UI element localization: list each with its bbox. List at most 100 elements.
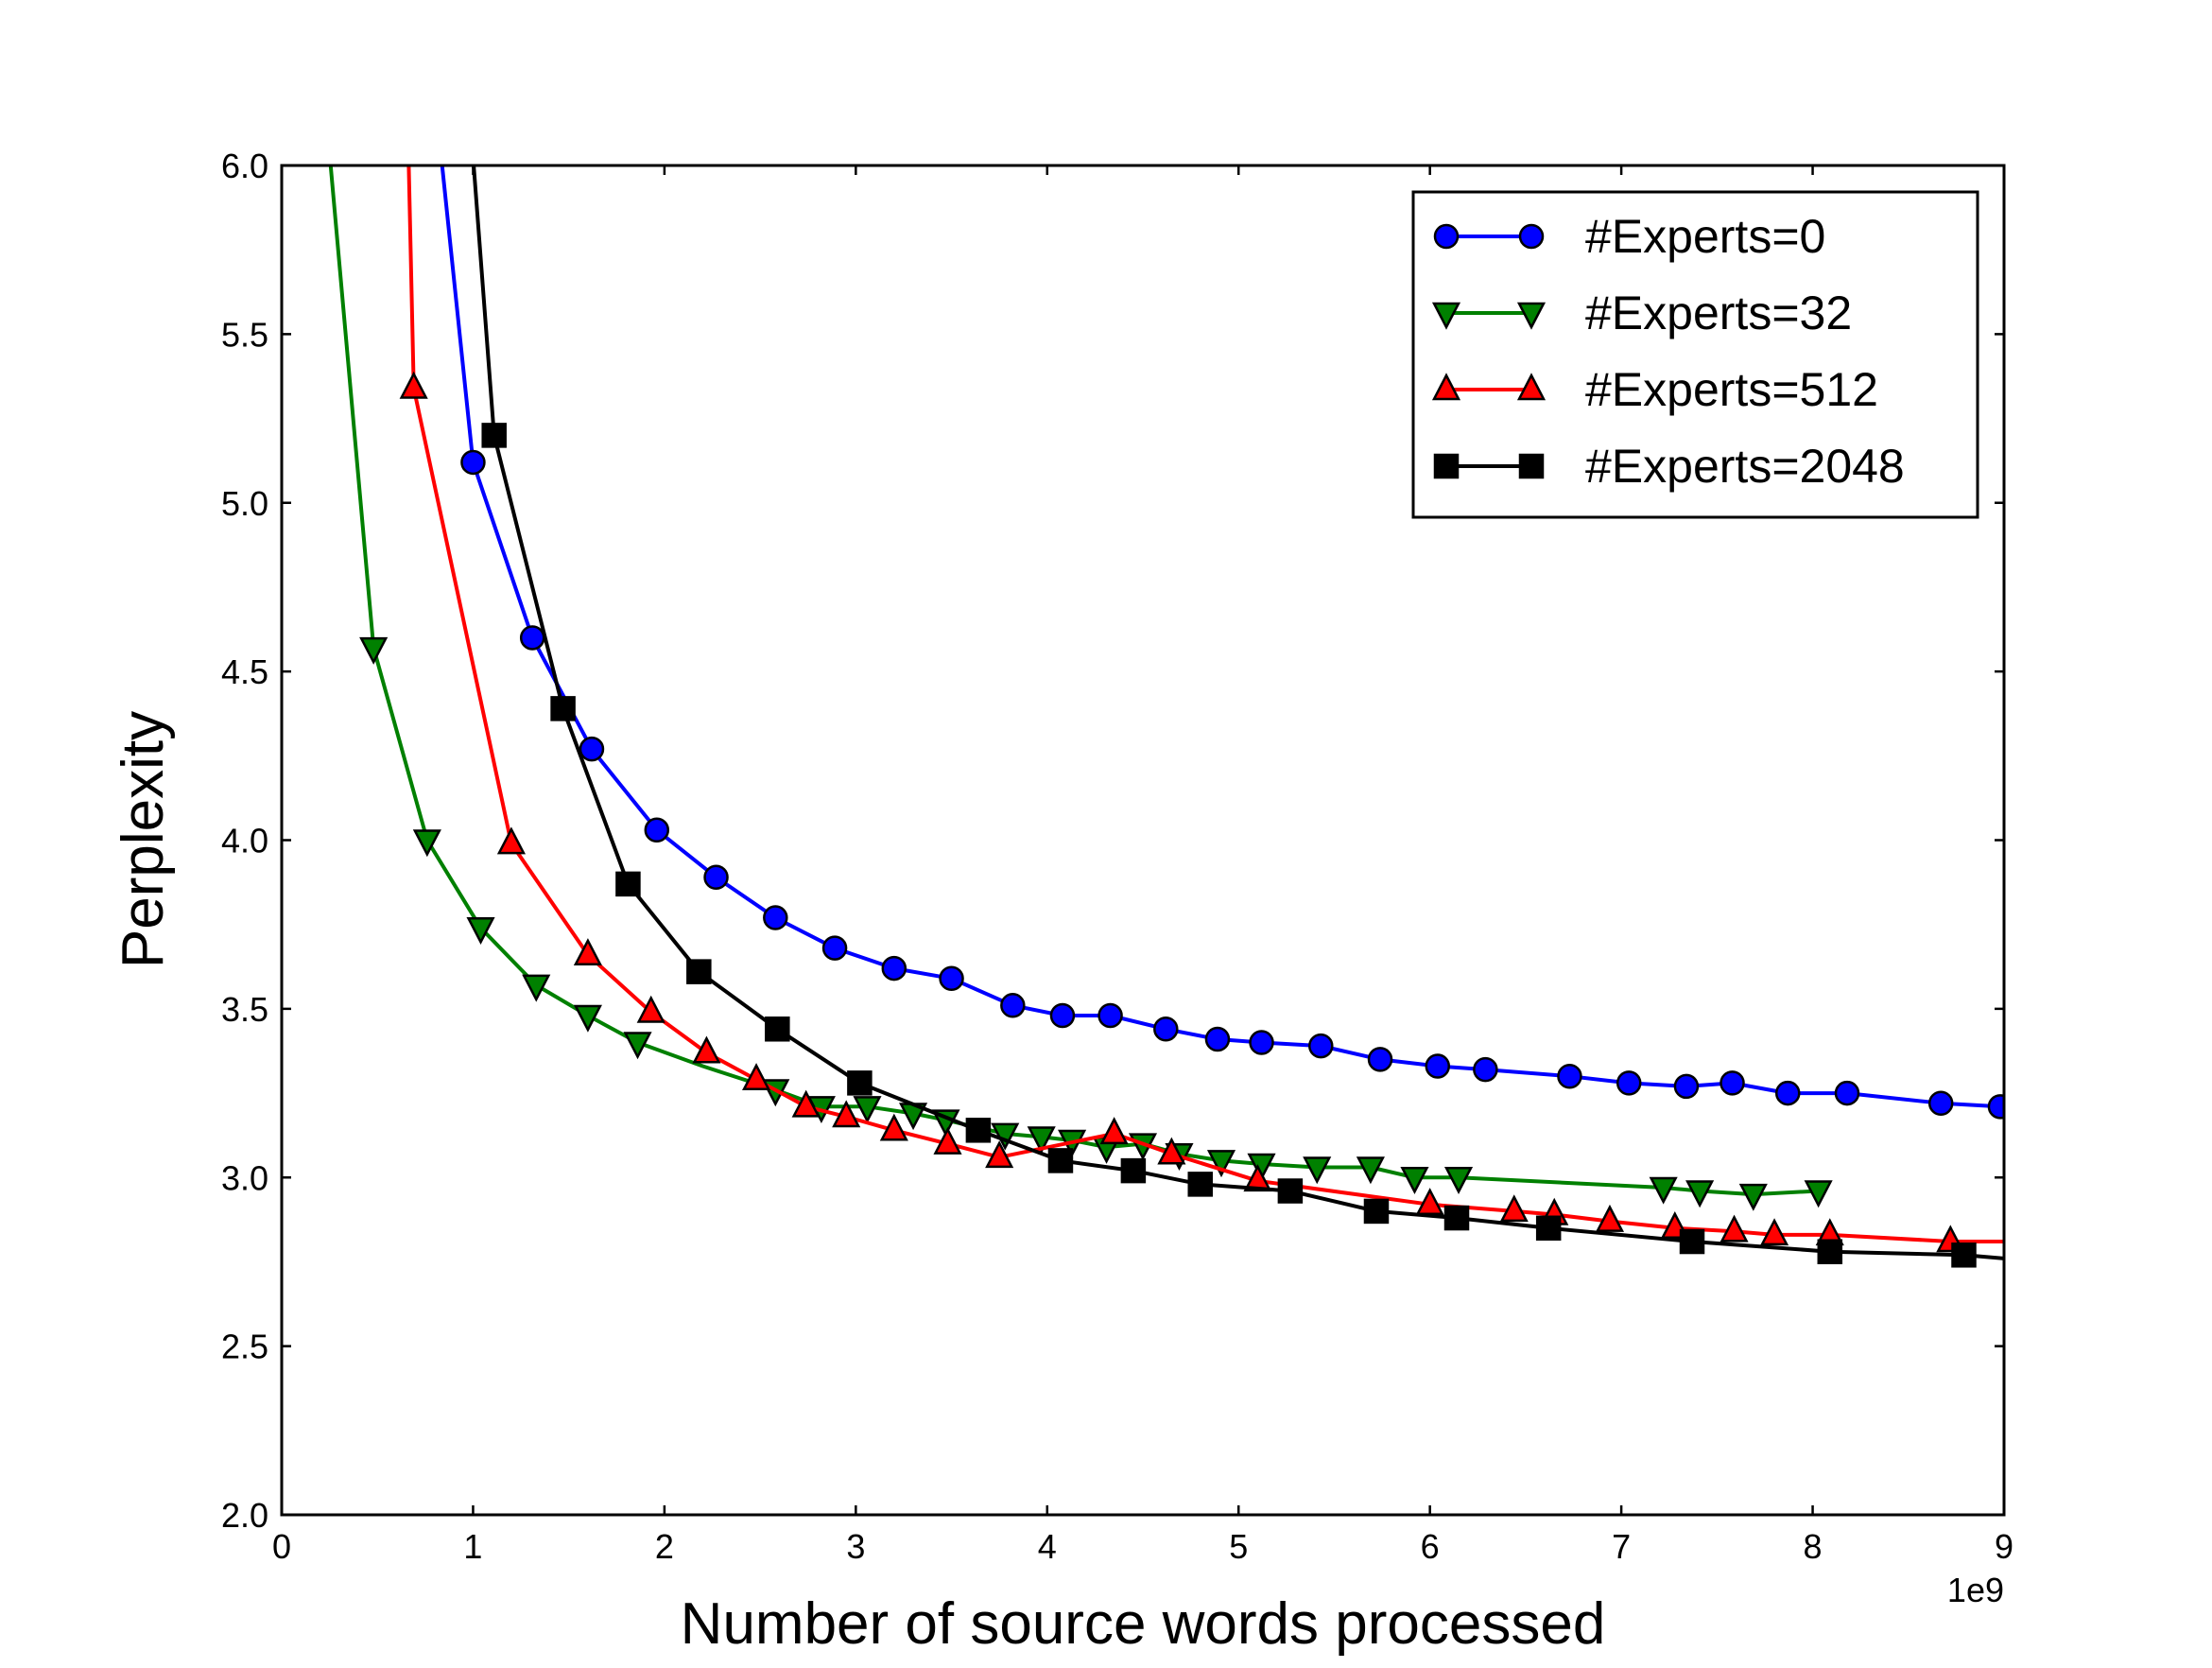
series-experts-0-point-15 <box>1308 1033 1334 1059</box>
legend-entry-experts-2048: #Experts=2048 <box>1433 440 1905 493</box>
series-experts-512-point-8 <box>879 1113 908 1141</box>
legend-entry-experts-0: #Experts=0 <box>1433 210 1825 263</box>
series-experts-2048-point-11 <box>1363 1198 1390 1225</box>
y-tick-label-1: 2.5 <box>221 1328 268 1366</box>
series-experts-0-point-5 <box>763 905 788 930</box>
series-experts-512-point-11 <box>1099 1117 1129 1145</box>
series-experts-512-point-10 <box>985 1140 1014 1169</box>
series-experts-32-point-25 <box>1738 1183 1768 1211</box>
series-experts-32-point-8 <box>853 1096 882 1124</box>
legend-entry-experts-2048-label: #Experts=2048 <box>1585 440 1905 493</box>
series-experts-512-point-12 <box>1157 1137 1186 1165</box>
y-tick-label-2: 3.0 <box>221 1158 268 1197</box>
x-tick-label-4: 4 <box>1038 1527 1057 1566</box>
series-experts-0-point-11 <box>1097 1002 1123 1029</box>
series-experts-0-point-4 <box>703 864 729 890</box>
series-experts-2048-point-0 <box>481 423 507 448</box>
y-tick-label-5: 4.5 <box>221 652 268 691</box>
series-experts-0-point-20 <box>1616 1070 1642 1096</box>
series-experts-0-point-26 <box>1987 1094 2004 1120</box>
series-experts-0-point-23 <box>1774 1080 1801 1106</box>
series-experts-32-point-19 <box>1303 1156 1332 1185</box>
series-experts-512-point-4 <box>692 1035 721 1064</box>
y-tick-label-6: 5.0 <box>221 484 268 523</box>
series-experts-0-point-21 <box>1673 1073 1700 1100</box>
series-experts-512-point-7 <box>832 1100 861 1128</box>
legend-box <box>1411 190 1979 519</box>
series-experts-512-point-9 <box>933 1126 962 1155</box>
y-tick-label-4: 4.0 <box>221 822 268 860</box>
y-tick-label-0: 2.0 <box>221 1496 268 1535</box>
series-experts-32-point-17 <box>1206 1150 1236 1178</box>
series-experts-2048-point-7 <box>1047 1148 1074 1173</box>
series-experts-0-point-18 <box>1473 1056 1498 1083</box>
series-experts-32-point-2 <box>466 917 495 945</box>
series-experts-0-point-17 <box>1425 1053 1451 1079</box>
series-experts-0-point-16 <box>1367 1047 1393 1072</box>
series-experts-512-point-19 <box>1719 1214 1749 1242</box>
series-experts-2048-point-16 <box>1951 1242 1977 1268</box>
series-experts-512-point-0 <box>399 371 428 399</box>
series-experts-0 <box>440 165 2004 1120</box>
series-experts-2048-point-10 <box>1277 1178 1304 1204</box>
series-experts-2048-point-1 <box>550 696 576 721</box>
series-experts-512-point-6 <box>791 1089 821 1118</box>
series-layer <box>328 165 2004 1268</box>
series-experts-2048-point-15 <box>1817 1239 1843 1264</box>
x-offset-label: 1e9 <box>1947 1571 2004 1609</box>
x-tick-label-1: 1 <box>463 1527 482 1566</box>
series-experts-32-point-0 <box>359 636 389 665</box>
series-experts-512-point-1 <box>496 826 526 855</box>
legend-entry-experts-512-label: #Experts=512 <box>1585 363 1878 416</box>
legend-entry-experts-32: #Experts=32 <box>1431 287 1852 339</box>
series-experts-32-point-4 <box>573 1004 602 1033</box>
legend-marker-legend-entry-experts-512-1 <box>1516 373 1547 401</box>
series-experts-2048-point-6 <box>965 1118 992 1143</box>
series-experts-0-point-6 <box>821 935 848 961</box>
legend: #Experts=0 #Experts=32 #Experts=512 #Expert… <box>1411 190 1979 519</box>
series-experts-512-point-15 <box>1499 1194 1529 1223</box>
series-experts-2048-point-9 <box>1187 1172 1213 1197</box>
x-axis-label: Number of source words processed <box>681 1591 1606 1657</box>
series-experts-0-point-3 <box>644 817 670 843</box>
series-experts-2048-point-12 <box>1443 1205 1470 1231</box>
series-experts-512-point-3 <box>636 995 665 1023</box>
series-experts-32-point-3 <box>522 974 551 1002</box>
legend-marker-legend-entry-experts-0-0 <box>1433 223 1460 250</box>
series-experts-32-point-5 <box>623 1032 652 1060</box>
series-experts-0-point-1 <box>519 625 545 651</box>
series-experts-2048-point-4 <box>765 1016 790 1042</box>
legend-marker-legend-entry-experts-2048-1 <box>1518 453 1545 479</box>
series-experts-0-point-14 <box>1249 1030 1274 1055</box>
series-experts-32-point-26 <box>1804 1180 1833 1208</box>
series-experts-2048-point-13 <box>1535 1215 1562 1242</box>
legend-marker-legend-entry-experts-0-1 <box>1518 223 1545 250</box>
series-experts-2048-point-3 <box>686 959 712 984</box>
series-experts-2048-point-8 <box>1120 1157 1147 1184</box>
x-tick-label-9: 9 <box>1995 1527 2013 1566</box>
x-tick-label-3: 3 <box>846 1527 865 1566</box>
legend-marker-legend-entry-experts-2048-0 <box>1433 453 1460 479</box>
x-tick-label-5: 5 <box>1229 1527 1248 1566</box>
series-experts-0-point-10 <box>1049 1002 1076 1029</box>
series-experts-0-point-7 <box>881 955 907 982</box>
legend-marker-legend-entry-experts-512-0 <box>1431 373 1461 401</box>
series-experts-2048 <box>472 165 2004 1268</box>
y-tick-label-8: 6.0 <box>221 147 268 185</box>
legend-entry-experts-0-label: #Experts=0 <box>1585 210 1825 263</box>
legend-entry-experts-32-label: #Experts=32 <box>1585 287 1852 339</box>
series-experts-32-point-22 <box>1443 1167 1474 1194</box>
y-tick-label-7: 5.5 <box>221 315 268 354</box>
x-tick-label-8: 8 <box>1804 1527 1823 1566</box>
series-experts-0-point-25 <box>1927 1090 1954 1117</box>
series-experts-512-point-5 <box>742 1063 771 1091</box>
y-axis-label: Perplexity <box>111 711 176 968</box>
legend-marker-legend-entry-experts-32-0 <box>1431 302 1461 330</box>
series-experts-512-point-20 <box>1760 1218 1789 1246</box>
series-experts-32-point-20 <box>1356 1156 1385 1185</box>
series-experts-0-point-19 <box>1557 1063 1582 1089</box>
series-experts-32-point-18 <box>1247 1153 1276 1181</box>
series-experts-0-point-13 <box>1204 1026 1231 1052</box>
series-experts-512-point-17 <box>1595 1204 1625 1232</box>
